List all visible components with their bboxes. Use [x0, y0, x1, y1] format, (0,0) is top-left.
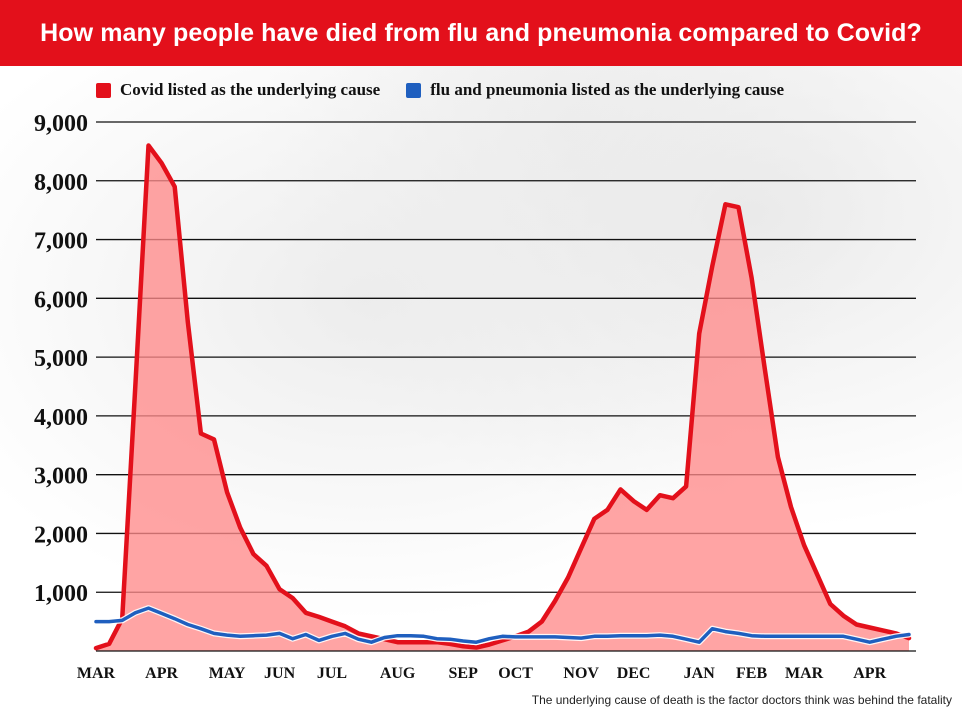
x-tick-label: JAN	[684, 665, 716, 682]
x-tick-label: AUG	[380, 665, 416, 682]
legend-item-covid: Covid listed as the underlying cause	[96, 80, 380, 100]
footnote: The underlying cause of death is the fac…	[531, 693, 952, 707]
covid-area	[96, 145, 909, 651]
x-tick-label: APR	[853, 665, 886, 682]
y-tick-label: 7,000	[34, 229, 88, 255]
x-tick-label: MAY	[209, 665, 246, 682]
y-tick-label: 2,000	[34, 522, 88, 548]
y-tick-label: 1,000	[34, 581, 88, 607]
flu-line	[94, 606, 911, 644]
chart-title: How many people have died from flu and p…	[40, 18, 922, 47]
x-tick-label: DEC	[617, 665, 651, 682]
legend-swatch-flu	[406, 82, 422, 98]
y-tick-label: 8,000	[34, 170, 88, 196]
x-tick-label: MAR	[77, 665, 116, 682]
covid-line	[93, 143, 912, 651]
legend-item-flu: flu and pneumonia listed as the underlyi…	[406, 80, 784, 100]
x-tick-label: JUL	[317, 665, 347, 682]
y-tick-label: 6,000	[34, 287, 88, 313]
x-tick-label: FEB	[736, 665, 767, 682]
y-tick-label: 5,000	[34, 346, 88, 372]
legend-label-covid: Covid listed as the underlying cause	[120, 80, 381, 99]
x-tick-label: MAR	[785, 665, 824, 682]
title-bar: How many people have died from flu and p…	[0, 0, 962, 66]
x-tick-label: SEP	[449, 665, 479, 682]
y-tick-label: 4,000	[34, 405, 88, 431]
x-tick-label: NOV	[563, 665, 599, 682]
legend-swatch-covid	[96, 82, 111, 98]
x-tick-label: APR	[145, 665, 178, 682]
legend: Covid listed as the underlying cause flu…	[96, 76, 946, 104]
x-tick-label: OCT	[498, 665, 533, 682]
y-tick-label: 3,000	[34, 464, 88, 490]
x-tick-label: JUN	[264, 665, 296, 682]
y-tick-label: 9,000	[34, 111, 88, 137]
legend-label-flu: flu and pneumonia listed as the underlyi…	[430, 80, 784, 99]
